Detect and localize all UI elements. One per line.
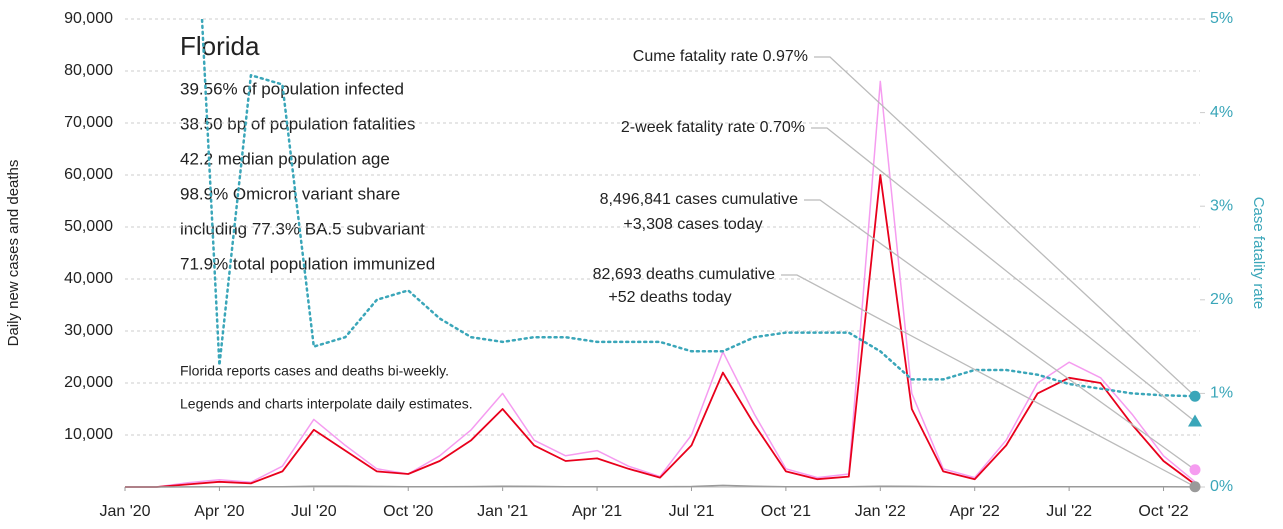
y2-tick-label: 5% [1210,10,1233,27]
y-tick-label: 90,000 [64,10,113,27]
info-line: 39.56% of population infected [180,79,404,98]
y-tick-label: 10,000 [64,426,113,443]
info-line: including 77.3% BA.5 subvariant [180,219,425,238]
annotation-text: +52 deaths today [608,289,731,306]
annotation-text: +3,308 cases today [623,216,762,233]
y-tick-label: 80,000 [64,62,113,79]
y2-axis-label: Case fatality rate [1250,197,1267,310]
x-tick-label: Jan '20 [99,503,150,520]
y-tick-label: 20,000 [64,374,113,391]
annotation-marker [1189,390,1201,402]
annotation-marker [1188,414,1202,427]
y2-tick-label: 3% [1210,197,1233,214]
info-title: Florida [180,31,260,61]
y-axis-label: Daily new cases and deaths [5,160,22,347]
y-tick-label: 60,000 [64,166,113,183]
x-tick-label: Jan '21 [477,503,528,520]
annotation-marker [1189,481,1201,493]
series-line [125,484,1196,488]
leader-line [804,199,1196,471]
y2-tick-label: 0% [1210,478,1233,495]
annotation-text: Cume fatality rate 0.97% [633,48,808,65]
y-tick-label: 40,000 [64,270,113,287]
info-line: 71.9% total population immunized [180,254,435,273]
annotation-text: 2-week fatality rate 0.70% [621,119,805,136]
series-line [200,19,1197,398]
x-tick-label: Oct '21 [761,503,811,520]
x-tick-label: Jul '22 [1046,503,1092,520]
series-line [125,174,1196,488]
x-tick-label: Jul '21 [669,503,715,520]
y-tick-label: 50,000 [64,218,113,235]
x-tick-label: Jan '22 [855,503,906,520]
info-line: 98.9% Omicron variant share [180,184,400,203]
y-tick-label: 70,000 [64,114,113,131]
plot-area [125,19,1197,488]
y-tick-label: 30,000 [64,322,113,339]
annotation-text: 82,693 deaths cumulative [593,266,775,283]
info-line: 38.50 bp of population fatalities [180,114,415,133]
x-tick-label: Oct '20 [383,503,433,520]
x-tick-label: Apr '22 [950,503,1000,520]
leader-line [814,56,1196,397]
note: Legends and charts interpolate daily est… [180,396,473,412]
y2-tick-label: 4% [1210,104,1233,121]
y2-tick-label: 1% [1210,385,1233,402]
note: Florida reports cases and deaths bi-week… [180,363,449,379]
leader-line [811,127,1196,422]
annotation-text: 8,496,841 cases cumulative [600,191,798,208]
x-tick-label: Oct '22 [1138,503,1188,520]
leader-line [781,274,1196,488]
x-tick-label: Apr '21 [572,503,622,520]
series-line [125,80,1196,488]
annotation-marker [1189,464,1201,476]
x-tick-label: Jul '20 [291,503,337,520]
x-tick-label: Apr '20 [194,503,244,520]
y2-tick-label: 2% [1210,291,1233,308]
info-line: 42.2 median population age [180,149,390,168]
